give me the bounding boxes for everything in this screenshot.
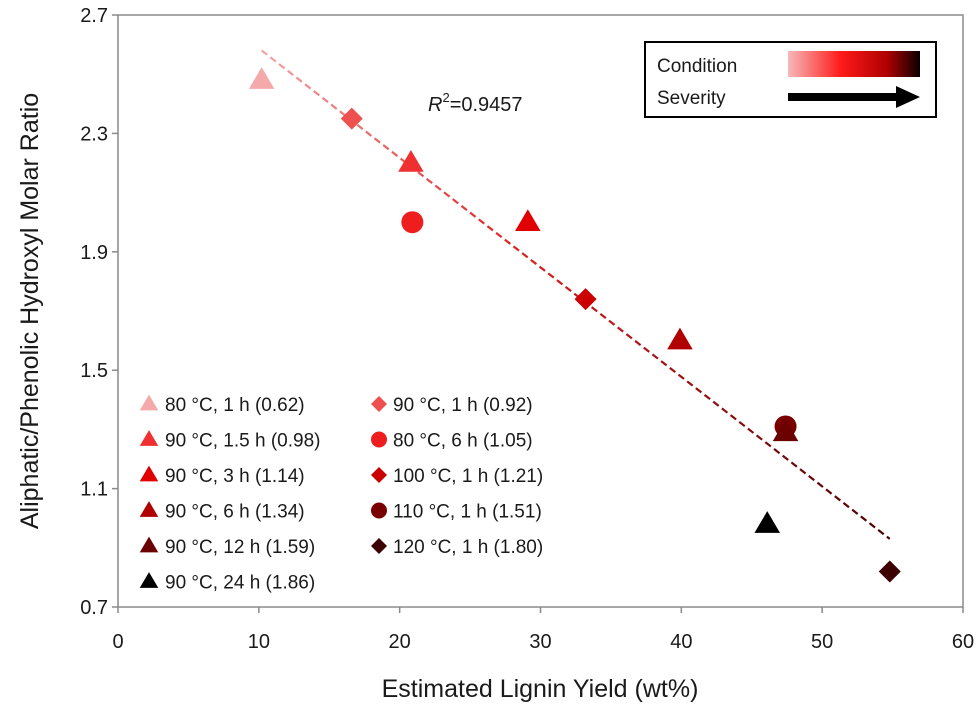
x-tick-label: 20 (389, 631, 411, 653)
data-point-triangle (248, 67, 275, 89)
data-point-triangle (398, 150, 424, 172)
legend: 80 °C, 1 h (0.62) 90 °C, 1.5 h (0.98) 90 °… (139, 394, 543, 594)
legend-label: 90 °C, 6 h (1.34) (165, 502, 305, 523)
data-point-triangle (754, 511, 781, 533)
data-point-circle (401, 211, 424, 234)
legend-label: 90 °C, 1.5 h (0.98) (165, 431, 320, 452)
y-tick-label: 0.7 (80, 597, 108, 619)
axes: 0 10 20 30 40 50 60 0.7 1.1 1.5 1.9 2.3 2.7 (80, 5, 974, 653)
y-axis-title: Aliphatic/Phenolic Hydroxyl Molar Ratio (16, 93, 44, 529)
y-tick-label: 1.9 (80, 242, 108, 264)
legend-marker-triangle (139, 501, 159, 517)
x-tick-label: 50 (811, 631, 833, 653)
legend-label: 90 °C, 12 h (1.59) (165, 537, 315, 558)
x-tick-label: 0 (112, 631, 123, 653)
data-point-diamond (574, 288, 597, 311)
severity-gradient-bar (788, 51, 920, 77)
y-tick-label: 1.5 (80, 360, 108, 382)
severity-arrow-icon (788, 86, 920, 108)
inset-severity-label: Severity (657, 88, 726, 109)
legend-label: 80 °C, 1 h (0.62) (165, 395, 305, 416)
data-point-triangle (772, 419, 799, 442)
legend-marker-triangle (139, 394, 159, 411)
legend-marker-triangle (139, 430, 159, 446)
x-tick-label: 30 (529, 631, 551, 653)
data-point-triangle (667, 327, 693, 350)
data-points (248, 67, 901, 583)
legend-label: 80 °C, 6 h (1.05) (393, 431, 533, 452)
legend-marker-diamond (371, 538, 387, 554)
inset-condition-label: Condition (657, 56, 737, 77)
legend-marker-diamond (371, 467, 387, 483)
legend-label: 90 °C, 3 h (1.14) (165, 466, 305, 487)
trendline-group (260, 49, 891, 540)
legend-label: 100 °C, 1 h (1.21) (393, 466, 543, 487)
data-point-diamond (340, 107, 363, 130)
x-tick-label: 60 (952, 631, 974, 653)
x-tick-label: 10 (248, 631, 270, 653)
y-tick-label: 2.7 (80, 5, 108, 27)
legend-marker-triangle (139, 536, 159, 553)
legend-label: 90 °C, 24 h (1.86) (165, 573, 315, 594)
trendline (260, 49, 891, 540)
legend-marker-circle (371, 502, 387, 519)
legend-label: 120 °C, 1 h (1.80) (393, 537, 543, 558)
legend-marker-triangle (139, 572, 159, 588)
data-point-diamond (878, 560, 901, 583)
legend-label: 110 °C, 1 h (1.51) (393, 502, 542, 523)
legend-marker-circle (371, 431, 387, 448)
legend-marker-triangle (139, 465, 159, 482)
legend-label: 90 °C, 1 h (0.92) (393, 395, 533, 416)
x-tick-label: 40 (670, 631, 692, 653)
severity-inset: Condition Severity (644, 41, 937, 118)
data-point-triangle (515, 209, 541, 231)
y-tick-label: 1.1 (80, 479, 108, 501)
legend-marker-diamond (371, 396, 387, 412)
x-axis-title: Estimated Lignin Yield (wt%) (382, 675, 699, 703)
y-tick-label: 2.3 (80, 123, 108, 145)
r-squared-annotation: R2=0.9457 (428, 90, 523, 116)
